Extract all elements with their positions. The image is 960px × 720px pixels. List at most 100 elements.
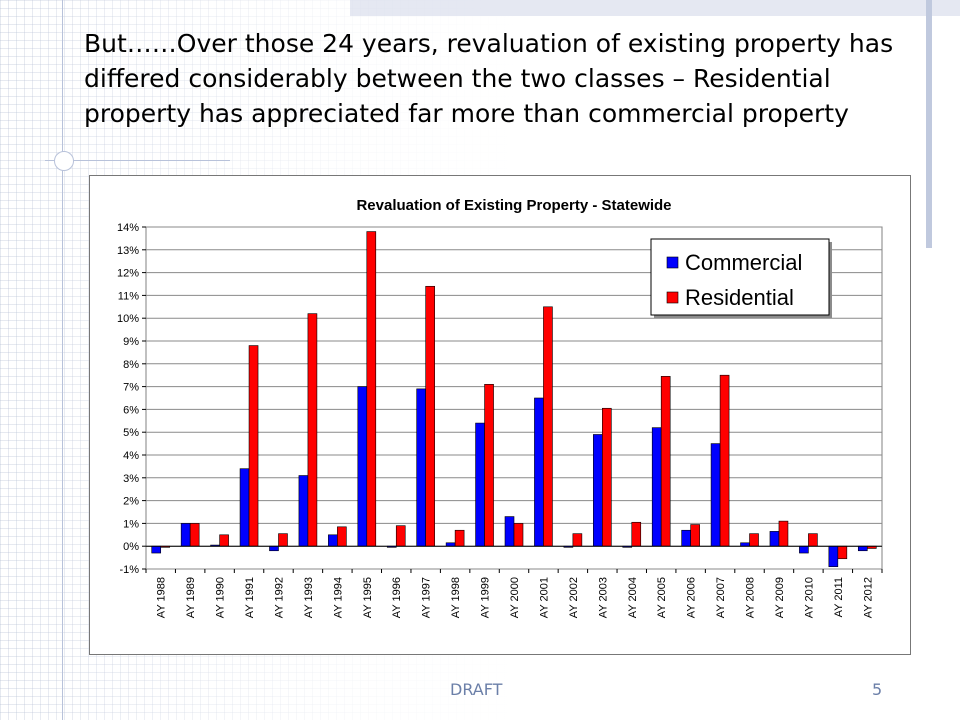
- x-tick-label: AY 2010: [803, 577, 815, 618]
- residential-bar: [395, 525, 406, 547]
- residential-bar: [219, 534, 229, 547]
- x-tick-label: AY 1991: [244, 577, 256, 618]
- residential-bar: [366, 231, 377, 547]
- x-tick-label: AY 2005: [656, 577, 668, 618]
- legend-box: [650, 238, 830, 316]
- residential-bar: [749, 533, 759, 547]
- decorative-vertical-line: [62, 0, 63, 720]
- revaluation-bar-chart: Revaluation of Existing Property - State…: [117, 197, 883, 618]
- x-tick-label: AY 1998: [450, 577, 462, 618]
- decorative-horizontal-line: [45, 160, 230, 161]
- commercial-bar: [593, 434, 603, 547]
- x-tick-label: AY 2002: [568, 577, 580, 618]
- commercial-bar: [857, 545, 868, 552]
- footer-label: DRAFT: [450, 680, 503, 699]
- y-tick-label: 13%: [117, 245, 139, 257]
- residential-bar: [690, 524, 700, 547]
- residential-bar: [307, 313, 318, 547]
- residential-bar: [631, 521, 642, 547]
- commercial-bar: [651, 427, 662, 547]
- page-number: 5: [872, 680, 883, 699]
- commercial-bar: [298, 475, 309, 547]
- residential-bar: [189, 523, 200, 547]
- commercial-bar: [799, 545, 809, 554]
- legend-swatch-residential: [666, 291, 679, 304]
- legend-label-commercial: Commercial: [685, 250, 802, 275]
- commercial-bar: [828, 545, 839, 568]
- residential-bar: [425, 285, 435, 547]
- residential-bar: [837, 545, 848, 560]
- residential-bar: [248, 345, 259, 547]
- x-tick-label: AY 2007: [715, 577, 727, 618]
- x-tick-label: AY 1989: [185, 577, 197, 618]
- residential-bar: [602, 407, 612, 547]
- x-tick-label: AY 2008: [745, 577, 757, 618]
- decorative-top-band: [350, 0, 960, 16]
- residential-bar: [543, 306, 553, 547]
- x-tick-label: AY 1997: [421, 577, 433, 618]
- x-tick-label: AY 1988: [156, 577, 168, 618]
- commercial-bar: [681, 529, 691, 547]
- commercial-bar: [740, 542, 750, 547]
- y-tick-label: 2%: [123, 496, 139, 508]
- x-tick-label: AY 2006: [686, 577, 698, 618]
- commercial-bar: [475, 422, 485, 547]
- decorative-circle: [54, 151, 74, 171]
- y-tick-label: 4%: [123, 450, 139, 462]
- commercial-bar: [239, 468, 250, 547]
- residential-bar: [808, 533, 818, 547]
- y-tick-label: 14%: [117, 222, 139, 234]
- y-tick-label: 12%: [117, 268, 139, 280]
- legend-swatch-commercial: [666, 256, 679, 269]
- commercial-bar: [269, 545, 279, 552]
- y-tick-label: 7%: [123, 382, 139, 394]
- y-tick-label: 6%: [123, 404, 139, 416]
- residential-bar: [278, 533, 288, 547]
- commercial-bar: [504, 516, 515, 547]
- chart-title: Revaluation of Existing Property - State…: [356, 197, 671, 214]
- y-tick-label: 3%: [123, 473, 139, 485]
- y-tick-label: 8%: [123, 359, 139, 371]
- slide-heading: But……Over those 24 years, revaluation of…: [84, 29, 894, 128]
- commercial-bar: [357, 386, 368, 547]
- y-tick-label: 10%: [117, 313, 139, 325]
- y-tick-label: 9%: [123, 336, 139, 348]
- y-tick-label: 11%: [118, 290, 139, 302]
- commercial-bar: [769, 531, 780, 547]
- x-tick-label: AY 2003: [597, 577, 609, 618]
- commercial-bar: [416, 388, 426, 547]
- commercial-bar: [151, 545, 162, 554]
- residential-bar: [513, 523, 524, 547]
- residential-bar: [454, 529, 465, 547]
- residential-bar: [778, 520, 789, 547]
- x-tick-label: AY 2001: [538, 577, 550, 618]
- x-tick-label: AY 2004: [627, 577, 639, 618]
- commercial-bar: [710, 443, 721, 547]
- x-tick-label: AY 1992: [273, 577, 285, 618]
- x-tick-label: AY 1994: [332, 577, 344, 618]
- x-tick-label: AY 1999: [480, 577, 492, 618]
- commercial-bar: [534, 397, 544, 547]
- x-tick-label: AY 2011: [833, 577, 845, 617]
- x-tick-label: AY 2012: [862, 577, 874, 618]
- legend-label-residential: Residential: [685, 285, 794, 310]
- x-tick-label: AY 2000: [509, 577, 521, 618]
- x-tick-label: AY 1990: [215, 577, 227, 618]
- chart-frame: Revaluation of Existing Property - State…: [89, 175, 911, 655]
- commercial-bar: [445, 542, 456, 547]
- residential-bar: [484, 384, 494, 547]
- residential-bar: [660, 376, 671, 547]
- residential-bar: [719, 374, 730, 547]
- x-tick-label: AY 1996: [391, 577, 403, 618]
- commercial-bar: [180, 523, 191, 547]
- x-tick-label: AY 1995: [362, 577, 374, 618]
- y-tick-label: 1%: [123, 518, 139, 530]
- x-tick-label: AY 1993: [303, 577, 315, 618]
- y-tick-label: 5%: [123, 427, 139, 439]
- residential-bar: [572, 533, 583, 547]
- decorative-right-bar: [926, 0, 932, 248]
- residential-bar: [337, 526, 347, 547]
- y-tick-label: 0%: [123, 541, 139, 553]
- commercial-bar: [328, 534, 338, 547]
- y-tick-label: -1%: [119, 564, 139, 576]
